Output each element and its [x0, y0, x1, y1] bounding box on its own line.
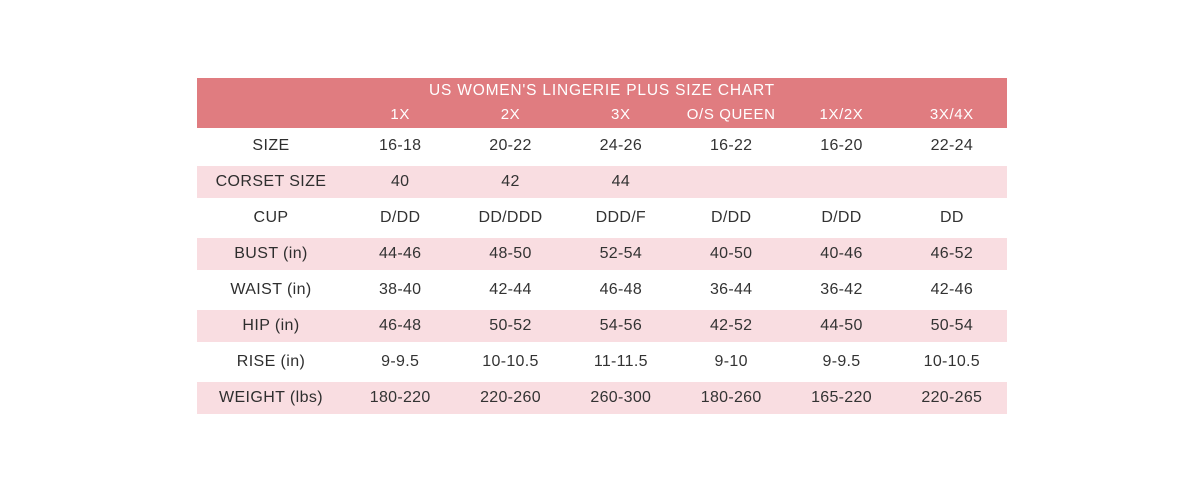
column-header: O/S QUEEN — [686, 105, 776, 123]
table-cell: 46-48 — [599, 281, 643, 298]
table-cell: 180-220 — [369, 389, 431, 406]
table-row: BUST (in) 44-46 48-50 52-54 40-50 40-46 46-52 — [197, 236, 1007, 272]
table-cell: 260-300 — [590, 389, 652, 406]
column-header-row: 1X 2X 3X O/S QUEEN 1X/2X 3X/4X — [197, 103, 1007, 125]
table-cell: 220-265 — [921, 389, 983, 406]
table-row: CORSET SIZE 40 42 44 — [197, 164, 1007, 200]
table-row: SIZE 16-18 20-22 24-26 16-22 16-20 22-24 — [197, 128, 1007, 164]
table-cell: 42-46 — [930, 281, 974, 298]
table-cell: 9-9.5 — [822, 353, 861, 370]
table-cell: D/DD — [380, 209, 421, 226]
table-cell: 22-24 — [930, 137, 974, 154]
row-label: WAIST (in) — [230, 281, 312, 298]
size-chart-table: US WOMEN'S LINGERIE PLUS SIZE CHART 1X 2X… — [197, 78, 1007, 416]
table-cell: 36-44 — [709, 281, 753, 298]
table-cell: 10-10.5 — [923, 353, 981, 370]
row-label: BUST (in) — [234, 245, 308, 262]
table-cell: 10-10.5 — [482, 353, 539, 370]
table-cell: DD/DDD — [478, 209, 543, 226]
table-cell: 220-260 — [480, 389, 541, 406]
column-header: 2X — [500, 105, 521, 123]
table-cell: 165-220 — [811, 389, 872, 406]
table-cell: 24-26 — [599, 137, 643, 154]
table-cell: 44 — [611, 173, 631, 190]
table-cell: 42-52 — [709, 317, 753, 334]
table-body: SIZE 16-18 20-22 24-26 16-22 16-20 22-24 CORSET… — [197, 128, 1007, 416]
row-label: SIZE — [252, 137, 290, 154]
table-cell: 42 — [501, 173, 520, 190]
table-cell: DD — [939, 209, 964, 226]
row-label: CORSET SIZE — [215, 173, 327, 190]
column-header: 3X/4X — [929, 105, 974, 123]
table-cell: 46-52 — [930, 245, 974, 262]
table-cell: 16-22 — [709, 137, 753, 154]
column-header: 3X — [611, 105, 631, 123]
table-row: WAIST (in) 38-40 42-44 46-48 36-44 36-42 42-46 — [197, 272, 1007, 308]
table-cell: D/DD — [821, 209, 862, 226]
table-cell: 36-42 — [820, 281, 863, 298]
table-cell: 38-40 — [378, 281, 422, 298]
row-label: HIP (in) — [242, 317, 300, 334]
table-cell: DDD/F — [595, 209, 647, 226]
table-cell: 54-56 — [599, 317, 643, 334]
table-cell: 11-11.5 — [593, 353, 648, 370]
table-row: WEIGHT (lbs) 180-220 220-260 260-300 180-260… — [197, 380, 1007, 416]
table-row: HIP (in) 46-48 50-52 54-56 42-52 44-50 50-54 — [197, 308, 1007, 344]
table-cell: 44-46 — [378, 245, 422, 262]
table-cell: 16-20 — [820, 137, 863, 154]
table-cell: 40-46 — [820, 245, 863, 262]
table-cell: 16-18 — [378, 137, 422, 154]
table-cell: 9-9.5 — [381, 353, 420, 370]
table-title: US WOMEN'S LINGERIE PLUS SIZE CHART — [429, 81, 775, 99]
table-cell: 9-10 — [714, 353, 748, 370]
table-cell: 44-50 — [820, 317, 863, 334]
table-header: US WOMEN'S LINGERIE PLUS SIZE CHART 1X 2X… — [197, 78, 1007, 128]
table-cell: 46-48 — [378, 317, 422, 334]
column-header: 1X/2X — [819, 105, 864, 123]
row-label: CUP — [253, 209, 289, 226]
table-cell: 50-54 — [930, 317, 974, 334]
table-cell: 52-54 — [599, 245, 643, 262]
row-label: WEIGHT (lbs) — [218, 389, 324, 406]
row-label: RISE (in) — [236, 353, 306, 370]
table-cell: 40-50 — [709, 245, 753, 262]
table-cell: 40 — [390, 173, 410, 190]
table-cell: 48-50 — [489, 245, 532, 262]
table-cell: D/DD — [711, 209, 752, 226]
table-row: CUP D/DD DD/DDD DDD/F D/DD D/DD DD — [197, 200, 1007, 236]
table-cell: 42-44 — [489, 281, 532, 298]
table-cell: 180-260 — [700, 389, 762, 406]
column-header: 1X — [390, 105, 410, 123]
table-row: RISE (in) 9-9.5 10-10.5 11-11.5 9-10 9-9.5 10-… — [197, 344, 1007, 380]
table-cell: 50-52 — [489, 317, 532, 334]
table-cell: 20-22 — [489, 137, 532, 154]
